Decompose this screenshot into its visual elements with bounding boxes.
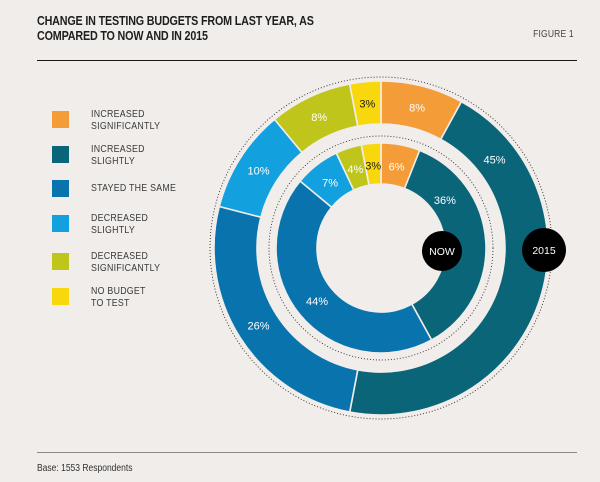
legend-label-line: SIGNIFICANTLY — [91, 120, 161, 132]
legend-swatch — [52, 215, 69, 232]
inner-segment-label: 6% — [389, 161, 405, 173]
outer-segment-label: 45% — [483, 154, 505, 166]
legend-label-line: INCREASED — [91, 109, 145, 120]
legend-swatch — [52, 180, 69, 197]
outer-ring-dotted-guide — [209, 76, 553, 420]
legend-label-line: DECREASED — [91, 213, 149, 224]
legend-item: INCREASED SIGNIFICANTLY — [52, 109, 222, 132]
outer-segment-label: 10% — [248, 165, 270, 177]
legend-item: INCREASED SLIGHTLY — [52, 144, 222, 167]
chart-title-line-2: COMPARED TO NOW AND IN 2015 — [37, 29, 208, 43]
inner-segment-label: 4% — [347, 164, 363, 176]
legend-label: NO BUDGET TO TEST — [91, 286, 146, 309]
legend-label-line: SLIGHTLY — [91, 224, 136, 236]
legend-label: INCREASED SIGNIFICANTLY — [91, 109, 160, 132]
legend-label: STAYED THE SAME — [91, 183, 176, 195]
inner-ring-dotted-guide — [268, 135, 494, 361]
outer-ring-2015: 8% 45% 26% 10% 8% 3% — [213, 80, 549, 416]
legend-swatch — [52, 146, 69, 163]
outer-segment-label: 8% — [311, 112, 327, 124]
inner-segment-3 — [275, 179, 433, 354]
legend-label-line: STAYED THE SAME — [91, 183, 177, 194]
legend-label-line: TO TEST — [91, 297, 130, 309]
legend-item: STAYED THE SAME — [52, 180, 222, 198]
legend-swatch — [52, 111, 69, 128]
inner-ring-badge: NOW — [422, 231, 462, 271]
outer-segment-label: 26% — [248, 321, 270, 333]
legend-item: DECREASED SIGNIFICANTLY — [52, 251, 222, 274]
chart-title-line-1: CHANGE IN TESTING BUDGETS FROM LAST YEAR… — [37, 14, 314, 28]
outer-segment-2 — [348, 100, 549, 416]
legend-label: DECREASED SLIGHTLY — [91, 213, 148, 236]
inner-segment-6 — [360, 142, 382, 187]
legend-label: INCREASED SLIGHTLY — [91, 144, 145, 167]
legend-item: NO BUDGET TO TEST — [52, 286, 222, 309]
badge-circle — [422, 231, 462, 271]
legend-label-line: DECREASED — [91, 251, 149, 262]
badge-label: NOW — [429, 246, 455, 258]
chart-title: CHANGE IN TESTING BUDGETS FROM LAST YEAR… — [37, 14, 347, 44]
base-note: Base: 1553 Respondents — [37, 463, 133, 474]
inner-segment-label: 7% — [322, 177, 338, 189]
outer-segment-6 — [348, 80, 382, 128]
legend-label-line: NO BUDGET — [91, 286, 146, 297]
outer-segment-label: 8% — [409, 103, 425, 115]
legend-swatch — [52, 253, 69, 270]
outer-ring-badge: 2015 — [522, 228, 566, 272]
legend-item: DECREASED SLIGHTLY — [52, 213, 222, 236]
legend-label: DECREASED SIGNIFICANTLY — [91, 251, 160, 274]
outer-segment-label: 3% — [359, 99, 375, 111]
legend-label-line: SLIGHTLY — [91, 155, 136, 167]
inner-ring-now: 6% 36% 44% 7% 4% 3% — [275, 142, 487, 354]
badge-label: 2015 — [532, 245, 556, 257]
inner-segment-label: 3% — [365, 160, 381, 172]
inner-segment-label: 36% — [434, 195, 456, 207]
footer-divider — [37, 452, 577, 453]
legend-swatch — [52, 288, 69, 305]
inner-segment-label: 44% — [306, 296, 328, 308]
legend-label-line: SIGNIFICANTLY — [91, 262, 161, 274]
legend-label-line: INCREASED — [91, 144, 145, 155]
header-divider — [37, 60, 577, 61]
figure-label: FIGURE 1 — [533, 29, 574, 40]
badge-circle — [522, 228, 566, 272]
